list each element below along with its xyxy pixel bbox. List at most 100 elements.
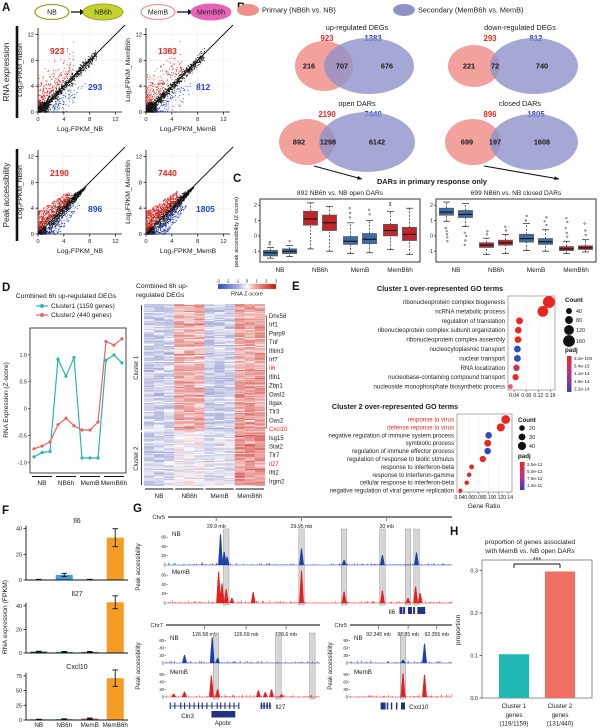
chrom-label: Chr5 <box>334 623 347 629</box>
track-row-label: NB <box>354 635 363 642</box>
gene-label: Tlr7 <box>269 453 280 459</box>
y-axis-label: RNA Expression (Z-score) <box>3 362 10 438</box>
signal-peak <box>229 598 235 603</box>
gene-exon <box>422 607 426 614</box>
venn-overlap-value: 197 <box>489 138 501 147</box>
x-axis-label: Gene Ratio <box>468 503 501 510</box>
group-label: MemB <box>80 480 100 487</box>
up-count: 1383 <box>158 46 177 56</box>
svg-text:12: 12 <box>136 154 142 160</box>
svg-text:1: 1 <box>430 218 433 224</box>
gene-label: Irf1 <box>269 323 278 329</box>
group-label: MemB6h <box>563 267 589 274</box>
gene-name: Il27 <box>275 704 286 711</box>
signal-peak <box>256 690 261 697</box>
svg-text:20: 20 <box>159 687 164 692</box>
padj-colorbar <box>567 356 572 392</box>
go-term-label: nuclear transport <box>459 355 505 362</box>
state-ellipse <box>34 3 70 21</box>
group-label: MemB6h <box>387 267 413 274</box>
svg-text:-1: -1 <box>252 249 257 255</box>
go-dot <box>466 472 472 478</box>
gene-exon <box>211 702 213 709</box>
go-dot <box>542 296 555 308</box>
highlight-region <box>309 632 316 700</box>
legend-padj-title: padj <box>565 347 578 354</box>
svg-text:3.2e-100: 3.2e-100 <box>574 356 593 361</box>
go-term-label: regulation of translation <box>442 318 505 325</box>
venn-count-primary: 896 <box>483 110 497 119</box>
gene-exon <box>206 702 208 709</box>
svg-text:60: 60 <box>159 672 164 677</box>
venn-overlap-value: 1298 <box>320 138 336 147</box>
signal-noise <box>166 694 318 697</box>
svg-text:4: 4 <box>62 239 66 245</box>
panel-h-proportion-bars: proportion of genes associated with MemB … <box>455 539 593 728</box>
go-dot <box>496 423 505 432</box>
svg-text:0.0: 0.0 <box>470 696 478 702</box>
coord-label: 92.345 mb <box>366 632 391 638</box>
svg-text:60: 60 <box>161 535 166 540</box>
chart-title: proportion of genes associated <box>485 539 576 546</box>
signal-peak <box>417 593 423 603</box>
gene-exon <box>390 702 393 710</box>
colorbar <box>217 283 277 290</box>
scatter-points-up <box>146 40 183 105</box>
svg-text:2: 2 <box>254 203 257 209</box>
go-term-label: nucleobase-containing compound transport <box>388 374 505 381</box>
svg-text:-1: -1 <box>428 249 433 255</box>
go-term-label: nucleocytoplasmic transport <box>429 346 505 353</box>
svg-text:20: 20 <box>159 653 164 658</box>
svg-text:0: 0 <box>31 232 34 238</box>
gene-exon <box>189 702 191 709</box>
venn-left-value: 699 <box>461 138 473 147</box>
panel-label-h: H <box>450 526 459 538</box>
scatter-points-down <box>154 83 201 113</box>
column-label: NB <box>155 493 164 500</box>
cluster-label: Cluster 1 <box>134 355 140 380</box>
highlight-region <box>400 632 407 700</box>
category-label: genes <box>506 712 523 719</box>
svg-text:40: 40 <box>161 582 166 587</box>
go-dot <box>479 455 486 463</box>
padj-colorbar <box>520 462 525 490</box>
svg-text:8: 8 <box>31 58 34 64</box>
svg-text:-1.0: -1.0 <box>18 460 27 466</box>
scatter-points-down <box>45 83 86 113</box>
svg-text:8: 8 <box>31 180 34 186</box>
track-row-label: NB <box>170 635 179 642</box>
y-axis-label: Log₂FPKM_NB6h <box>17 165 24 219</box>
svg-text:4: 4 <box>139 206 143 212</box>
down-count: 293 <box>88 82 102 92</box>
go-dot <box>469 464 474 470</box>
gene-exon <box>201 702 203 709</box>
svg-text:2: 2 <box>265 279 268 284</box>
gene-exon <box>399 607 403 614</box>
highlight-region <box>341 528 348 606</box>
state-ellipse <box>82 3 124 21</box>
svg-text:12: 12 <box>220 239 226 245</box>
svg-text:0: 0 <box>139 110 142 116</box>
gene-exon <box>417 607 423 614</box>
go-term-label: regulation of response to biotic stimulu… <box>347 456 454 463</box>
coord-label: 29.95 mb <box>291 524 313 530</box>
y-axis-label: Peak accessibility <box>136 642 142 689</box>
svg-text:40: 40 <box>16 527 22 533</box>
state-ellipse <box>190 3 232 21</box>
group-label: MemB <box>527 267 545 274</box>
category-label: NB6h <box>56 722 72 728</box>
svg-text:0: 0 <box>430 234 433 240</box>
svg-text:0: 0 <box>346 661 349 666</box>
go-term-label: ribonucleoprotein complex biogenesis <box>403 299 505 306</box>
svg-text:0: 0 <box>24 407 27 413</box>
gene-label: Parp9 <box>269 331 286 337</box>
gene-label: Stat2 <box>269 445 284 451</box>
legend-primary-label: Primary (NB6h vs. NB) <box>262 6 336 15</box>
highlight-region <box>413 528 420 606</box>
signal-peak <box>223 589 229 603</box>
diagonal-line <box>145 146 234 235</box>
signal-noise <box>168 562 452 565</box>
signal-peak <box>221 551 227 565</box>
diagonal-line <box>145 24 234 113</box>
